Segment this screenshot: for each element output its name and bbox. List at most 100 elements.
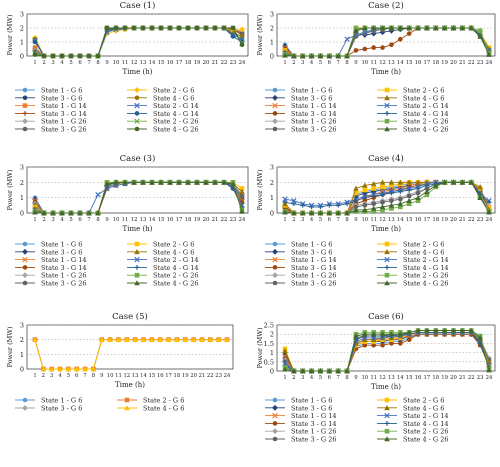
legend-label: State 4 - G 14: [403, 110, 448, 118]
x-tick-label: 3: [301, 375, 304, 381]
data-point: [486, 51, 492, 57]
y-tick-label: 1: [270, 39, 274, 47]
legend-swatch-marker: [384, 118, 390, 124]
data-point: [82, 366, 88, 372]
data-point: [194, 25, 200, 31]
data-point: [32, 52, 38, 57]
x-tick-label: 2: [42, 373, 45, 379]
legend-swatch-marker: [134, 95, 140, 101]
data-point: [415, 198, 421, 204]
x-tick-label: 14: [149, 217, 156, 223]
legend-swatch-marker: [272, 111, 278, 116]
x-tick-label: 5: [69, 60, 72, 66]
data-point: [95, 191, 101, 198]
x-tick-label: 6: [78, 217, 82, 223]
y-axis-label: Power (MW): [256, 14, 264, 55]
series-12: [32, 25, 245, 59]
data-point: [104, 25, 110, 31]
data-point: [459, 327, 466, 333]
legend-swatch-marker: [384, 405, 390, 411]
x-tick-label: 13: [388, 60, 395, 66]
data-point: [380, 192, 385, 197]
data-point: [318, 204, 323, 210]
data-point: [291, 210, 297, 216]
legend-swatch-marker: [134, 111, 140, 116]
data-point: [344, 53, 350, 59]
data-point: [90, 366, 97, 372]
data-point: [362, 331, 368, 337]
data-point: [122, 179, 128, 185]
legend-swatch-marker: [22, 103, 28, 108]
chart-title: Case (1): [120, 0, 156, 11]
legend-swatch-marker: [384, 397, 390, 403]
x-tick-label: 21: [459, 375, 466, 381]
legend-swatch-marker: [384, 256, 390, 263]
x-tick-label: 11: [370, 375, 377, 381]
x-tick-label: 9: [100, 373, 104, 379]
chart-title: Case (3): [120, 153, 156, 164]
x-tick-label: 6: [328, 60, 332, 66]
data-point: [424, 327, 430, 333]
x-axis-label: Time (h): [115, 381, 145, 389]
x-tick-label: 8: [345, 375, 349, 381]
legend-swatch-marker: [384, 102, 390, 109]
x-tick-label: 18: [174, 373, 181, 379]
legend-label: State 1 - G 14: [291, 102, 336, 110]
data-point: [326, 53, 333, 59]
plot-frame: [26, 324, 234, 370]
legend-swatch-marker: [272, 397, 278, 403]
data-point: [406, 187, 412, 193]
legend-swatch-marker: [134, 126, 140, 132]
data-point: [468, 25, 475, 31]
data-point: [167, 179, 173, 185]
legend-label: State 1 - G 6: [41, 87, 82, 95]
x-tick-label: 21: [459, 217, 466, 223]
legend-swatch-marker: [22, 248, 28, 255]
y-tick-label: 0: [20, 53, 24, 61]
data-point: [190, 336, 197, 342]
data-point: [344, 36, 350, 42]
x-tick-label: 5: [319, 60, 322, 66]
x-tick-label: 10: [361, 217, 368, 223]
y-tick-label: 1: [270, 349, 274, 357]
data-point: [221, 25, 227, 31]
data-point: [379, 204, 386, 210]
data-point: [207, 336, 214, 342]
data-point: [398, 36, 403, 42]
data-point: [124, 336, 130, 342]
data-point: [389, 42, 394, 48]
legend-label: State 1 - G 6: [41, 397, 82, 405]
x-tick-label: 3: [301, 60, 304, 66]
data-point: [344, 368, 350, 374]
legend-swatch-marker: [272, 102, 278, 109]
x-tick-label: 7: [87, 217, 90, 223]
legend-label: State 4 - G 6: [403, 248, 444, 256]
x-tick-label: 24: [486, 375, 493, 381]
data-point: [77, 210, 83, 216]
x-tick-label: 21: [212, 60, 219, 66]
data-point: [362, 182, 368, 188]
legend-swatch-marker: [384, 272, 390, 278]
legend-label: State 3 - G 6: [41, 248, 82, 256]
legend-label: State 4 - G 26: [403, 280, 448, 288]
legend-label: State 2 - G 6: [403, 87, 444, 95]
x-tick-label: 19: [182, 373, 189, 379]
x-tick-label: 4: [60, 217, 64, 223]
x-tick-label: 14: [149, 60, 156, 66]
data-point: [86, 53, 92, 59]
x-tick-label: 16: [157, 373, 164, 379]
data-point: [441, 179, 448, 185]
x-tick-label: 14: [397, 217, 404, 223]
legend-label: State 2 - G 26: [403, 272, 448, 280]
legend-label: State 1 - G 14: [41, 256, 86, 264]
x-tick-label: 12: [131, 217, 138, 223]
x-tick-label: 9: [354, 217, 358, 223]
x-tick-label: 23: [477, 375, 484, 381]
series-12: [282, 179, 492, 216]
x-tick-label: 9: [105, 60, 109, 66]
legend-label: State 4 - G 26: [153, 126, 198, 134]
x-tick-label: 16: [415, 375, 422, 381]
x-tick-label: 13: [140, 217, 147, 223]
legend-label: State 3 - G 6: [41, 405, 82, 413]
data-point: [371, 342, 376, 348]
